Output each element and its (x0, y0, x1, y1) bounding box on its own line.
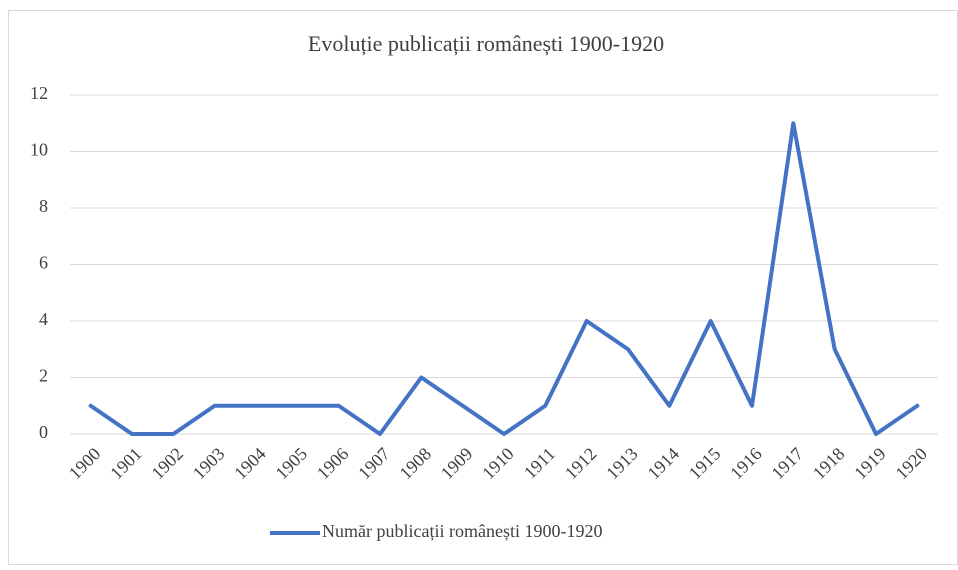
y-tick-label: 2 (39, 366, 48, 386)
legend-label: Număr publicații românești 1900-1920 (322, 521, 602, 541)
chart-frame (8, 10, 958, 565)
y-tick-label: 0 (39, 422, 48, 442)
data-line (88, 121, 920, 436)
chart-title: Evoluție publicații românești 1900-1920 (308, 31, 664, 56)
y-tick-label: 4 (39, 309, 48, 329)
y-tick-label: 12 (30, 83, 48, 103)
y-tick-label: 8 (39, 196, 48, 216)
y-tick-label: 10 (30, 140, 48, 160)
y-tick-label: 6 (39, 253, 48, 273)
